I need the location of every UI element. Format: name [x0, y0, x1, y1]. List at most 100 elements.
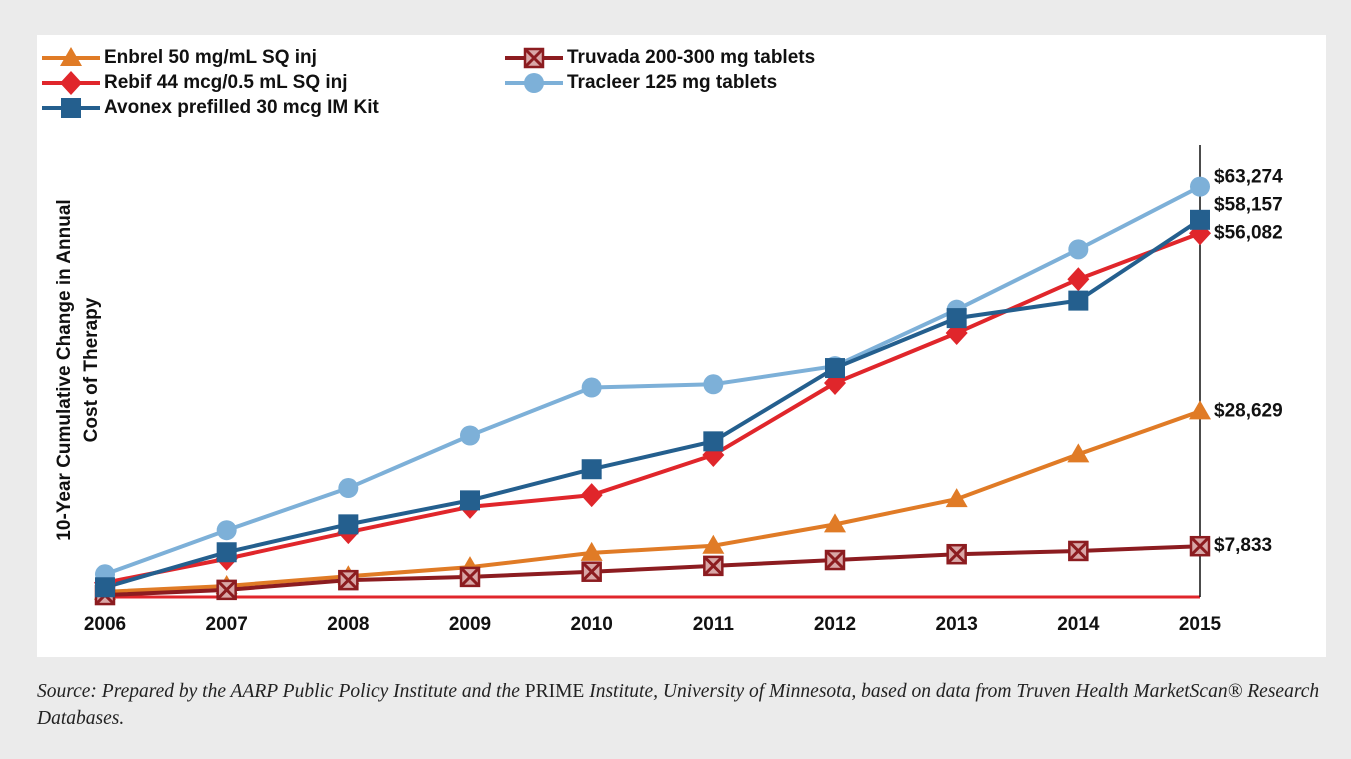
value-label: $7,833: [1214, 535, 1272, 556]
x-tick-label: 2007: [206, 614, 248, 635]
data-point-shape: [1190, 537, 1210, 556]
data-point-shape: [338, 478, 359, 499]
data-point: [460, 425, 480, 446]
legend-marker: [60, 71, 82, 95]
data-point: [1189, 535, 1211, 557]
y-axis-label: Cost of Therapy: [81, 297, 102, 442]
series-line: [104, 409, 1201, 594]
value-label: $56,082: [1214, 222, 1283, 243]
chart: 10-Year Cumulative Change in Annual Cost …: [42, 47, 1283, 635]
data-point-shape: [460, 567, 480, 586]
data-point: [946, 543, 967, 565]
data-point: [580, 483, 603, 508]
source-note: Source: Prepared by the AARP Public Poli…: [37, 678, 1327, 732]
data-point: [703, 431, 724, 452]
data-point-shape: [703, 431, 724, 452]
data-point-shape: [947, 545, 966, 564]
source-text: PRIME: [524, 681, 585, 702]
data-point: [1068, 239, 1089, 260]
legend-label: Rebif 44 mcg/0.5 mL SQ inj: [104, 72, 348, 93]
data-point-shape: [825, 358, 845, 379]
data-point: [946, 308, 967, 329]
series-line: [104, 544, 1201, 598]
legend-marker-shape: [524, 73, 544, 93]
legend-label: Enbrel 50 mg/mL SQ inj: [104, 47, 317, 68]
data-point: [338, 514, 359, 535]
data-point-shape: [1189, 400, 1211, 420]
data-point: [581, 561, 602, 582]
value-label: $28,629: [1214, 400, 1283, 421]
data-point-shape: [704, 556, 723, 575]
data-point-shape: [1068, 239, 1089, 260]
data-point: [1068, 290, 1089, 311]
x-tick-label: 2009: [449, 614, 491, 635]
source-text: Source: Prepared by the AARP Public Poli…: [37, 681, 525, 702]
data-point: [216, 520, 237, 541]
data-point: [1190, 209, 1210, 230]
data-point: [581, 459, 602, 480]
chart-panel: 10-Year Cumulative Change in Annual Cost …: [37, 35, 1326, 657]
legend-marker-shape: [61, 98, 81, 118]
data-point: [1068, 540, 1089, 562]
data-point-shape: [1190, 176, 1210, 197]
legend-marker-shape: [60, 47, 82, 66]
x-tick-label: 2012: [814, 614, 856, 635]
data-point-shape: [216, 542, 237, 563]
data-point: [460, 490, 480, 511]
data-point: [1067, 267, 1090, 292]
value-label: $63,274: [1214, 166, 1283, 187]
data-point-shape: [702, 534, 725, 554]
data-point: [216, 579, 237, 601]
data-point: [824, 513, 846, 533]
legend-label: Tracleer 125 mg tablets: [567, 72, 777, 93]
data-point: [338, 569, 359, 591]
x-tick-label: 2010: [571, 614, 613, 635]
data-point: [216, 542, 237, 563]
data-point-shape: [1067, 267, 1090, 292]
series-line: [104, 231, 1201, 585]
x-tick-label: 2011: [693, 614, 735, 635]
data-point-shape: [824, 513, 846, 533]
data-point: [703, 555, 724, 577]
data-point: [703, 374, 724, 395]
data-point-shape: [1190, 209, 1210, 230]
data-point-shape: [216, 520, 237, 541]
value-label: $58,157: [1214, 194, 1283, 215]
data-point: [581, 377, 602, 398]
legend-marker: [523, 47, 545, 69]
legend-marker: [60, 47, 82, 66]
legend-marker: [524, 73, 544, 93]
y-axis-label: 10-Year Cumulative Change in Annual: [54, 199, 75, 540]
x-tick-label: 2006: [84, 614, 126, 635]
data-point: [1190, 176, 1210, 197]
data-point-shape: [581, 377, 602, 398]
series-line: [104, 218, 1202, 590]
legend-marker: [61, 98, 81, 118]
data-point-shape: [1068, 290, 1089, 311]
data-point: [824, 549, 846, 571]
data-point-shape: [95, 577, 115, 598]
data-point-shape: [703, 374, 724, 395]
source-text: Institute, University of Minnesota, base…: [37, 681, 1320, 729]
data-point: [580, 541, 603, 561]
data-point-shape: [217, 580, 236, 599]
data-point-shape: [338, 514, 359, 535]
legend-marker-shape: [60, 71, 82, 95]
data-point-shape: [945, 488, 968, 508]
data-point-shape: [1069, 541, 1088, 561]
data-point: [702, 534, 725, 554]
x-tick-label: 2013: [936, 614, 978, 635]
data-point: [1189, 400, 1211, 420]
data-point-shape: [582, 562, 601, 581]
data-point: [95, 577, 115, 598]
data-point: [825, 358, 845, 379]
data-point-shape: [1067, 443, 1090, 463]
data-point-shape: [460, 425, 480, 446]
x-tick-label: 2015: [1179, 614, 1222, 635]
data-point: [1067, 443, 1090, 463]
legend-label: Truvada 200-300 mg tablets: [567, 47, 815, 68]
data-point: [945, 488, 968, 508]
data-point: [338, 478, 359, 499]
x-tick-label: 2008: [327, 614, 369, 635]
